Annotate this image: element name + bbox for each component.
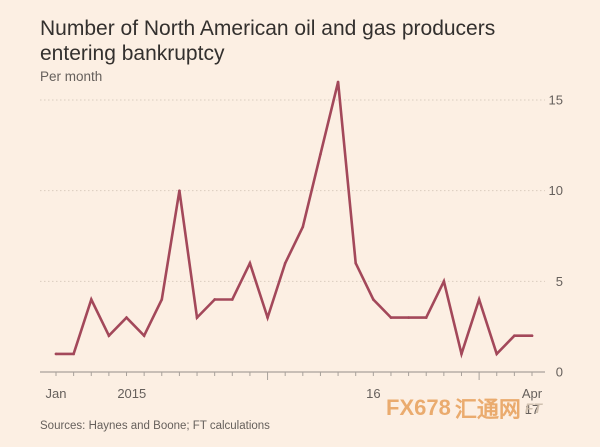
x-tick-label: 2015 — [117, 386, 146, 401]
data-point — [407, 316, 410, 319]
data-point — [354, 261, 358, 265]
data-point — [319, 153, 322, 156]
data-point — [248, 261, 252, 265]
data-point — [495, 352, 499, 356]
data-point — [513, 334, 516, 338]
data-point — [372, 298, 375, 301]
y-tick-label: 10 — [549, 183, 563, 198]
watermark-text: FX678 — [386, 395, 451, 420]
x-tick-label: Apr — [522, 386, 543, 401]
x-tick-label: Jan — [46, 386, 67, 401]
source-note: Sources: Haynes and Boone; FT calculatio… — [40, 420, 270, 432]
data-point — [213, 298, 216, 301]
data-point — [230, 298, 234, 301]
x-tick-label: 16 — [366, 386, 380, 401]
data-point — [424, 316, 428, 319]
chart-title: Number of North American oil and gas pro… — [40, 16, 540, 66]
data-point — [336, 80, 340, 84]
series-line — [54, 81, 534, 359]
data-point — [125, 316, 128, 319]
data-point — [266, 316, 269, 319]
y-tick-label: 5 — [556, 274, 563, 289]
data-point — [72, 352, 75, 356]
data-point — [283, 261, 287, 265]
data-point — [442, 280, 446, 283]
data-point — [460, 352, 463, 356]
data-point — [178, 189, 181, 192]
data-point — [54, 352, 58, 356]
chart-title-line2: entering bankruptcy — [40, 42, 225, 65]
data-point — [89, 298, 93, 301]
data-point — [160, 298, 164, 301]
watermark: FX678 汇通网 FT — [386, 392, 542, 424]
y-tick-label: 0 — [556, 365, 563, 380]
data-point — [107, 334, 111, 338]
data-point — [477, 298, 481, 301]
data-point — [142, 334, 146, 338]
data-point — [301, 225, 305, 229]
chart-title-line1: Number of North American oil and gas pro… — [40, 17, 496, 40]
data-point — [195, 316, 199, 319]
chart-subtitle: Per month — [40, 69, 103, 84]
data-point — [530, 334, 534, 338]
x-tick-label: 17 — [525, 402, 539, 417]
watermark-text-cn: 汇通网 — [454, 397, 521, 422]
watermark-corner: FT — [524, 400, 542, 416]
data-point — [389, 316, 393, 319]
y-tick-label: 15 — [549, 93, 563, 108]
